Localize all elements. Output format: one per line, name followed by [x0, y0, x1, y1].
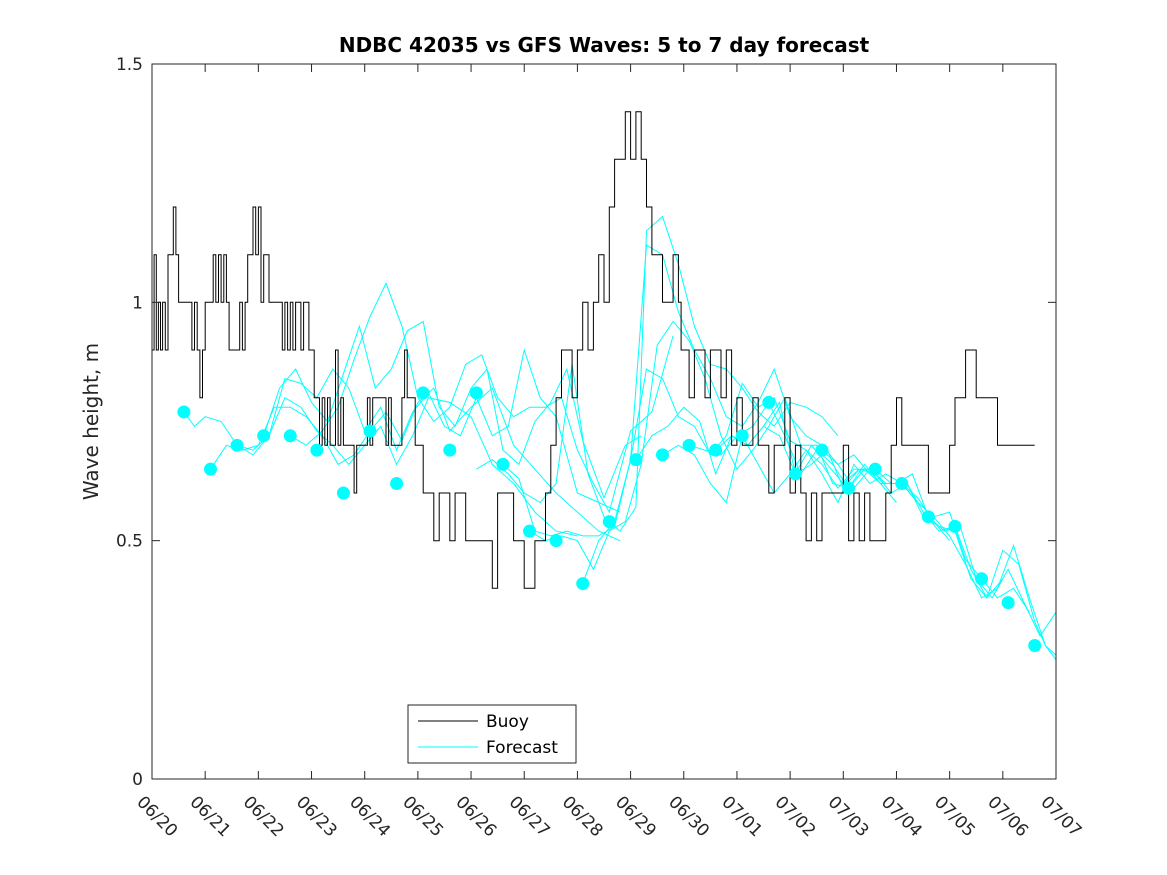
forecast-marker	[443, 443, 457, 457]
forecast-marker	[788, 467, 802, 481]
plot-frame	[151, 63, 1057, 780]
forecast-marker	[283, 429, 297, 443]
y-tick-label: 0.5	[116, 532, 143, 552]
forecast-marker	[842, 481, 856, 495]
forecast-marker	[921, 510, 935, 524]
forecast-marker	[203, 462, 217, 476]
forecast-marker	[363, 424, 377, 438]
forecast-line	[476, 215, 839, 532]
forecast-marker	[735, 429, 749, 443]
forecast-marker	[602, 515, 616, 529]
forecast-marker	[523, 524, 537, 538]
legend-label-buoy: Buoy	[486, 712, 529, 732]
forecast-marker	[310, 443, 324, 457]
forecast-marker	[549, 534, 563, 548]
forecast-marker	[629, 453, 643, 467]
plot-area	[152, 64, 1056, 779]
forecast-marker	[576, 577, 590, 591]
forecast-marker	[177, 405, 191, 419]
y-axis-label: Wave height, m	[79, 343, 103, 500]
y-tick-label: 0	[132, 770, 143, 790]
forecast-marker	[416, 386, 430, 400]
forecast-line	[210, 387, 621, 542]
forecast-line	[688, 401, 1057, 638]
legend: Buoy Forecast	[407, 704, 577, 764]
forecast-marker	[390, 476, 404, 490]
forecast-line	[662, 434, 1030, 613]
forecast-marker	[1028, 639, 1042, 653]
forecast-marker	[257, 429, 271, 443]
forecast-line	[290, 282, 674, 514]
forecast-marker	[1001, 596, 1015, 610]
forecast-marker	[815, 443, 829, 457]
forecast-line	[821, 449, 1057, 656]
legend-label-forecast: Forecast	[486, 738, 558, 758]
chart-title: NDBC 42035 vs GFS Waves: 5 to 7 day fore…	[339, 33, 870, 57]
forecast-marker	[975, 572, 989, 586]
forecast-line	[502, 244, 871, 537]
forecast-marker	[230, 438, 244, 452]
forecast-marker	[709, 443, 723, 457]
forecast-marker	[682, 438, 696, 452]
forecast-marker	[336, 486, 350, 500]
legend-box	[407, 704, 577, 764]
forecast-marker	[762, 395, 776, 409]
y-tick-label: 1.5	[116, 55, 143, 75]
forecast-marker	[868, 462, 882, 476]
forecast-marker	[655, 448, 669, 462]
data-layer	[152, 111, 1057, 661]
forecast-marker	[948, 519, 962, 533]
forecast-marker	[496, 457, 510, 471]
forecast-marker	[469, 386, 483, 400]
buoy-line	[152, 111, 1035, 589]
forecast-marker	[895, 476, 909, 490]
y-tick-label: 1	[132, 293, 143, 313]
